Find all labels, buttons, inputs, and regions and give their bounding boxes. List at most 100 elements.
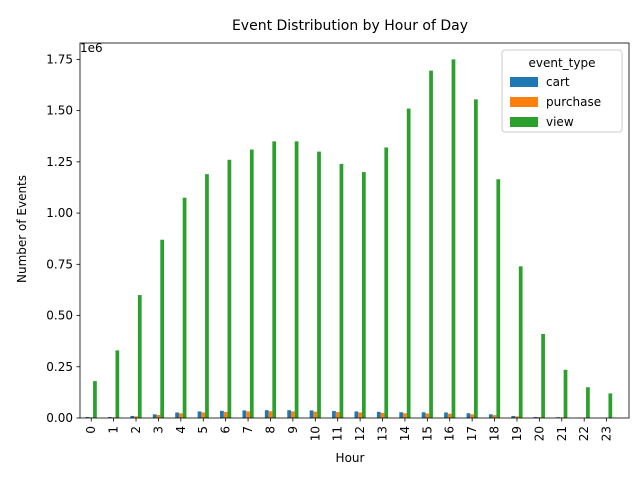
bar-purchase-11 bbox=[335, 412, 340, 418]
bar-cart-16 bbox=[444, 412, 448, 418]
legend-title: event_type bbox=[529, 56, 596, 70]
bar-view-15 bbox=[429, 70, 433, 418]
x-tick-label: 12 bbox=[353, 426, 367, 441]
bar-view-4 bbox=[182, 197, 187, 418]
x-axis: 0 1 2 3 4 5 6 7 8 9 10 11 12 13 14 15 16 17 18 19 20 21 22 23 bbox=[84, 418, 614, 441]
bar-cart-0 bbox=[85, 416, 90, 418]
x-tick-label: 17 bbox=[465, 426, 479, 441]
bar-view-11 bbox=[339, 163, 344, 418]
bar-cart-9 bbox=[287, 410, 292, 418]
x-tick-label: 10 bbox=[308, 426, 322, 441]
bar-purchase-19 bbox=[515, 416, 519, 418]
legend-label-view: view bbox=[546, 115, 574, 129]
x-tick-label: 20 bbox=[532, 426, 546, 441]
bar-purchase-6 bbox=[223, 411, 228, 418]
bar-view-3 bbox=[160, 239, 165, 418]
bar-view-21 bbox=[563, 369, 568, 418]
bar-cart-17 bbox=[466, 413, 471, 418]
legend-swatch-view bbox=[510, 117, 538, 127]
bar-purchase-2 bbox=[134, 416, 138, 418]
bar-view-1 bbox=[115, 350, 120, 418]
bar-view-5 bbox=[205, 174, 209, 418]
bar-view-9 bbox=[294, 141, 299, 419]
legend-box bbox=[501, 49, 623, 133]
bar-cart-18 bbox=[488, 414, 493, 418]
x-tick-label: 4 bbox=[174, 426, 188, 434]
bar-cart-7 bbox=[242, 410, 247, 418]
bar-cart-19 bbox=[511, 415, 516, 418]
y-axis: 0.00 0.25 0.50 0.75 1.00 1.25 1.50 1.75 bbox=[46, 52, 80, 425]
legend: event_type cart purchase view bbox=[501, 49, 623, 133]
bar-purchase-5 bbox=[201, 412, 206, 418]
bar-view-13 bbox=[384, 147, 389, 418]
bar-cart-3 bbox=[152, 414, 157, 418]
bar-cart-5 bbox=[197, 411, 202, 418]
bar-purchase-14 bbox=[403, 413, 407, 418]
bar-purchase-9 bbox=[291, 411, 295, 418]
bar-cart-12 bbox=[354, 411, 359, 418]
y-offset-label: 1e6 bbox=[80, 41, 103, 55]
x-tick-label: 1 bbox=[107, 426, 121, 434]
bar-view-19 bbox=[518, 266, 523, 418]
x-tick-label: 11 bbox=[331, 426, 345, 441]
bar-view-10 bbox=[317, 151, 321, 419]
bar-purchase-20 bbox=[537, 417, 542, 418]
x-tick-label: 14 bbox=[398, 426, 412, 441]
bar-purchase-16 bbox=[447, 413, 452, 418]
bar-cart-21 bbox=[556, 417, 560, 418]
x-tick-label: 0 bbox=[84, 426, 98, 434]
legend-swatch-purchase bbox=[510, 97, 538, 107]
bar-cart-20 bbox=[533, 416, 538, 418]
x-tick-label: 23 bbox=[600, 426, 614, 441]
y-tick-label: 0.00 bbox=[46, 411, 73, 425]
y-axis-title: Number of Events bbox=[15, 175, 29, 283]
bar-view-16 bbox=[451, 59, 456, 418]
y-tick-label: 1.25 bbox=[46, 155, 73, 169]
bar-view-20 bbox=[541, 333, 545, 418]
bar-cart-15 bbox=[421, 412, 426, 418]
bar-purchase-15 bbox=[425, 413, 430, 418]
legend-label-purchase: purchase bbox=[546, 95, 601, 109]
x-axis-title: Hour bbox=[336, 451, 365, 465]
y-tick-label: 0.25 bbox=[46, 360, 73, 374]
x-tick-label: 6 bbox=[219, 426, 233, 434]
bar-cart-1 bbox=[108, 416, 112, 418]
x-tick-label: 18 bbox=[488, 426, 502, 441]
bar-cart-11 bbox=[332, 411, 336, 418]
bar-view-18 bbox=[496, 179, 501, 418]
bar-cart-14 bbox=[399, 412, 404, 418]
bar-view-17 bbox=[474, 99, 478, 418]
legend-swatch-cart bbox=[510, 77, 538, 87]
bar-view-12 bbox=[361, 172, 366, 418]
bar-view-14 bbox=[406, 108, 411, 418]
bar-cart-4 bbox=[175, 412, 179, 418]
bar-view-23 bbox=[608, 393, 613, 418]
y-tick-label: 1.75 bbox=[46, 52, 73, 66]
x-tick-label: 9 bbox=[286, 426, 300, 434]
bar-purchase-18 bbox=[492, 415, 497, 418]
bar-purchase-10 bbox=[313, 411, 318, 418]
plot-frame bbox=[79, 42, 630, 419]
x-tick-label: 16 bbox=[443, 426, 457, 441]
chart-title: Event Distribution by Hour of Day bbox=[232, 18, 468, 34]
bar-purchase-17 bbox=[470, 414, 475, 418]
legend-label-cart: cart bbox=[546, 75, 570, 89]
x-tick-label: 5 bbox=[196, 426, 210, 434]
bar-purchase-4 bbox=[178, 413, 183, 418]
x-tick-label: 2 bbox=[129, 426, 143, 434]
bar-cart-10 bbox=[309, 410, 314, 418]
bar-view-8 bbox=[272, 141, 277, 419]
x-tick-label: 3 bbox=[151, 426, 165, 434]
x-tick-label: 19 bbox=[510, 426, 524, 441]
bar-purchase-12 bbox=[358, 412, 362, 418]
bar-view-7 bbox=[249, 149, 254, 418]
bar-view-22 bbox=[586, 387, 590, 418]
bar-purchase-13 bbox=[380, 412, 385, 418]
bar-cart-6 bbox=[220, 410, 224, 418]
bar-cart-13 bbox=[376, 411, 381, 418]
bars-group bbox=[85, 59, 613, 419]
bar-purchase-7 bbox=[246, 411, 250, 418]
x-tick-label: 7 bbox=[241, 426, 255, 434]
